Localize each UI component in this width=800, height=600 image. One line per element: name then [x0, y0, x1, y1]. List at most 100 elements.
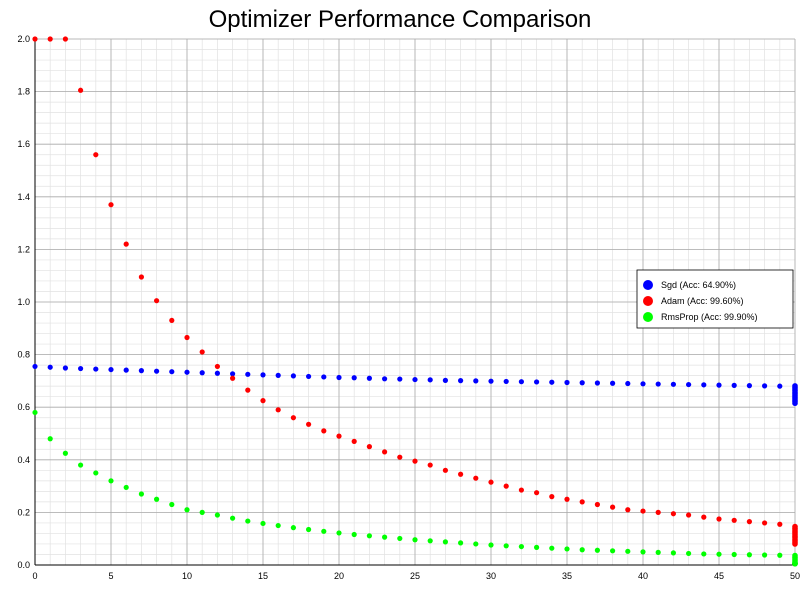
x-tick-label: 25 — [410, 571, 420, 581]
data-point — [290, 525, 296, 531]
data-point — [321, 528, 327, 534]
data-point — [214, 370, 220, 376]
chart-title: Optimizer Performance Comparison — [208, 6, 592, 33]
data-point — [746, 519, 753, 525]
data-point — [47, 436, 53, 442]
data-point — [549, 379, 555, 385]
data-point — [62, 450, 68, 456]
data-point — [93, 366, 99, 372]
data-point — [792, 541, 798, 547]
data-point — [458, 540, 464, 546]
data-point — [640, 549, 646, 555]
major-grid — [34, 38, 796, 566]
data-point — [731, 382, 737, 388]
data-point — [427, 377, 433, 383]
data-point — [290, 415, 296, 421]
data-point — [321, 374, 327, 380]
y-tick-label: 2.0 — [17, 34, 30, 44]
data-point — [670, 511, 677, 517]
data-point — [640, 381, 646, 387]
data-point — [473, 378, 479, 384]
data-point — [564, 496, 570, 502]
data-point — [123, 484, 129, 491]
data-point — [518, 487, 525, 493]
data-point — [108, 478, 114, 484]
data-point — [503, 483, 509, 489]
data-point — [488, 378, 494, 384]
legend-marker — [643, 280, 653, 290]
data-point — [382, 376, 388, 382]
data-point — [336, 530, 342, 536]
data-point — [427, 538, 433, 544]
data-point — [701, 514, 707, 520]
legend-marker — [643, 296, 653, 306]
data-point — [32, 409, 38, 416]
legend-entry: Sgd (Acc: 64.90%) — [661, 280, 736, 290]
data-point — [488, 542, 494, 548]
data-point — [154, 496, 160, 502]
legend-entry: Adam (Acc: 99.60%) — [661, 296, 744, 306]
legend-entry: RmsProp (Acc: 99.90%) — [661, 312, 758, 322]
data-point — [716, 382, 722, 388]
data-point — [610, 380, 616, 386]
data-point — [640, 508, 646, 514]
data-point — [442, 467, 448, 473]
data-point — [275, 372, 281, 378]
data-point — [351, 375, 357, 381]
x-tick-label: 0 — [32, 571, 37, 581]
data-point — [382, 449, 388, 455]
x-tick-label: 5 — [108, 571, 113, 581]
data-point — [336, 433, 342, 439]
data-point — [306, 373, 312, 380]
data-point — [670, 550, 677, 556]
data-point — [579, 499, 585, 505]
data-point — [93, 470, 99, 476]
data-point — [169, 369, 175, 375]
data-point — [108, 202, 114, 208]
data-point — [564, 546, 570, 552]
data-point — [169, 317, 175, 324]
data-point — [655, 381, 661, 387]
y-tick-label: 0.0 — [17, 560, 30, 570]
x-tick-label: 50 — [790, 571, 800, 581]
data-point — [746, 383, 753, 389]
data-point — [746, 552, 753, 558]
data-point — [503, 543, 509, 549]
data-point — [47, 364, 53, 370]
data-point — [701, 382, 707, 388]
data-point — [199, 509, 205, 515]
data-point — [625, 507, 631, 513]
data-point — [594, 501, 601, 508]
data-point — [731, 551, 737, 558]
data-point — [62, 365, 68, 371]
data-points — [32, 36, 798, 567]
data-point — [199, 349, 205, 355]
data-point — [306, 421, 312, 427]
data-point — [275, 522, 281, 529]
data-point — [488, 479, 494, 485]
data-point — [78, 462, 84, 468]
data-point — [230, 515, 236, 521]
x-tick-label: 15 — [258, 571, 268, 581]
data-point — [260, 520, 266, 527]
data-point — [351, 438, 357, 444]
data-point — [78, 365, 84, 372]
data-point — [686, 512, 692, 518]
data-point — [230, 371, 236, 377]
data-point — [686, 550, 692, 557]
data-point — [762, 383, 768, 389]
y-tick-label: 0.2 — [17, 507, 30, 517]
data-point — [549, 494, 555, 500]
data-point — [594, 547, 601, 553]
data-point — [762, 520, 768, 526]
data-point — [518, 543, 525, 550]
y-tick-label: 1.8 — [17, 87, 30, 97]
data-point — [245, 371, 251, 377]
x-tick-label: 30 — [486, 571, 496, 581]
data-point — [397, 454, 403, 460]
data-point — [579, 380, 585, 386]
axes — [34, 39, 795, 566]
data-point — [290, 373, 296, 379]
data-point — [473, 541, 479, 547]
data-point — [579, 547, 585, 553]
